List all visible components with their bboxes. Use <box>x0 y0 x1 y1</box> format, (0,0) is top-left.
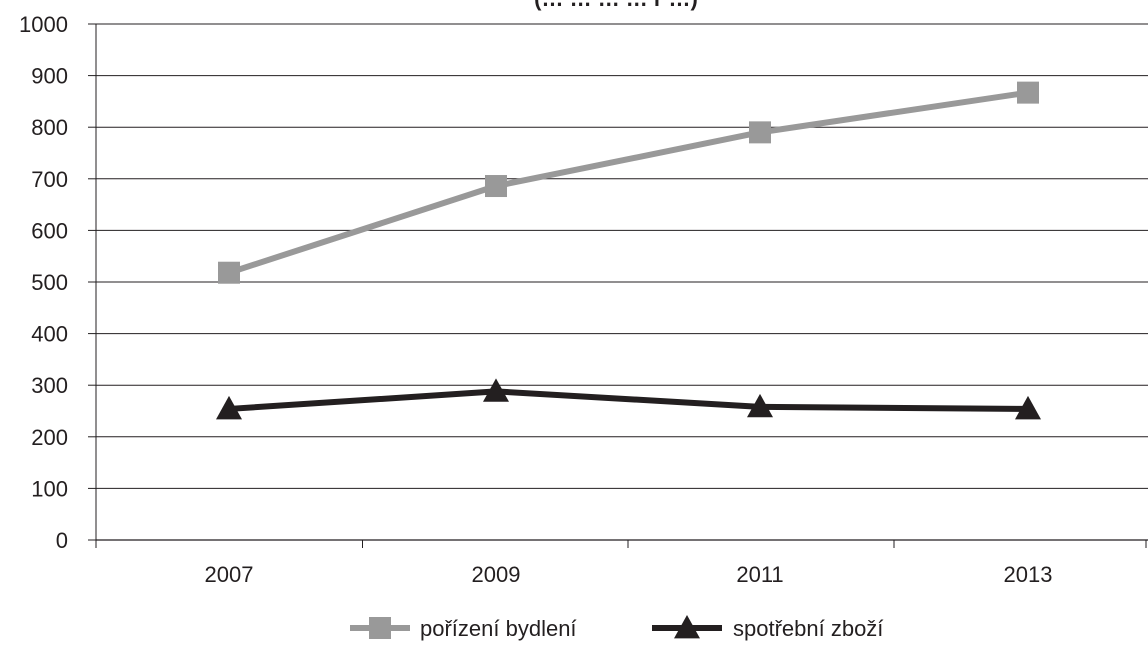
series-line-spotrebni-zbozi <box>228 388 1029 412</box>
y-tick-label: 1000 <box>19 12 68 37</box>
data-point-spotrebni-zbozi <box>747 393 773 418</box>
x-tick-label: 2007 <box>205 562 254 587</box>
data-point-spotrebni-zbozi <box>1015 395 1041 420</box>
legend-marker-triangle <box>674 615 700 639</box>
x-tick-label: 2013 <box>1004 562 1053 587</box>
x-tick-label: 2011 <box>736 562 783 587</box>
legend-label-0: pořízení bydlení <box>420 616 577 641</box>
y-tick-label: 900 <box>31 64 68 89</box>
y-tick-label: 200 <box>31 425 68 450</box>
x-tick-label: 2009 <box>472 562 521 587</box>
chart-title-fragment: (… … … … ľ …) <box>534 0 698 11</box>
data-point-spotrebni-zbozi <box>483 378 509 402</box>
legend-label-1: spotřební zboží <box>733 616 883 641</box>
data-point-spotrebni-zbozi <box>216 395 242 420</box>
y-tick-label: 600 <box>31 218 68 243</box>
data-point-porizeni-bydleni <box>218 261 240 284</box>
y-tick-label: 500 <box>31 270 68 295</box>
y-tick-label: 300 <box>31 373 68 398</box>
legend-marker-square <box>369 617 391 639</box>
y-tick-label: 0 <box>56 528 68 553</box>
data-point-porizeni-bydleni <box>749 121 771 144</box>
y-tick-label: 700 <box>31 167 68 192</box>
y-tick-label: 800 <box>31 115 68 140</box>
series-line-porizeni-bydleni <box>228 89 1029 276</box>
y-tick-label: 100 <box>31 476 68 501</box>
y-tick-label: 400 <box>31 322 68 347</box>
data-point-porizeni-bydleni <box>1017 81 1039 104</box>
data-point-porizeni-bydleni <box>485 175 507 198</box>
